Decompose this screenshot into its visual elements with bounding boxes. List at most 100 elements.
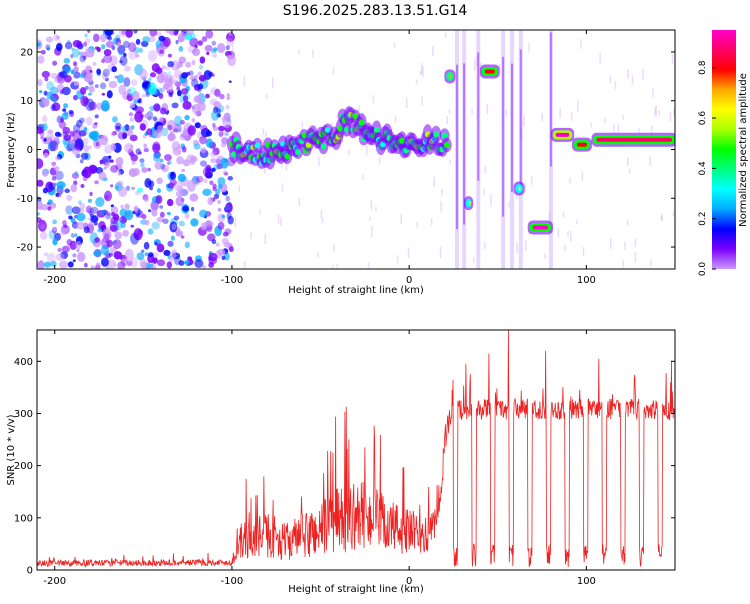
spectrogram-noise-cell xyxy=(177,173,186,183)
spectrogram-signal-point xyxy=(399,137,405,144)
spectrogram-noise-cell xyxy=(610,238,612,249)
spectrogram-noise-cell xyxy=(225,104,230,110)
spectrogram-noise-cell xyxy=(582,247,585,257)
spectrogram-noise-cell xyxy=(133,205,139,213)
spectrogram-noise-cell xyxy=(223,241,230,248)
spectrogram-noise-cell xyxy=(393,42,396,48)
spectrogram-noise-cell xyxy=(71,48,80,58)
spectrogram-noise-cell xyxy=(191,118,196,123)
spectrogram-noise-cell xyxy=(157,125,164,131)
spectrogram-noise-cell xyxy=(50,104,56,112)
spectrogram-noise-cell xyxy=(79,159,84,164)
spectrogram-noise-cell xyxy=(152,143,161,154)
spectrogram-noise-cell xyxy=(162,168,168,173)
spectrogram-noise-cell xyxy=(301,122,304,132)
spectrogram-noise-cell xyxy=(155,67,163,75)
spectrogram-noise-cell xyxy=(110,143,117,151)
spectrogram-noise-cell xyxy=(508,201,510,208)
spectrogram-noise-cell xyxy=(76,212,86,222)
spectrogram-segment-core xyxy=(484,69,495,74)
spectrogram-noise-cell xyxy=(112,239,122,250)
spectrogram-noise-cell xyxy=(212,53,217,58)
spectrogram-noise-cell xyxy=(449,159,451,165)
spectrogram-noise-cell xyxy=(147,209,152,213)
spectrogram-noise-cell xyxy=(416,222,418,228)
spectrogram-noise-cell xyxy=(140,162,145,168)
spectrogram-noise-cell xyxy=(167,211,171,216)
spectrogram-noise-cell xyxy=(191,78,199,88)
spectrogram-noise-cell xyxy=(358,105,360,112)
spectrogram-noise-cell xyxy=(135,234,140,239)
spectrogram-noise-cell xyxy=(172,79,179,85)
spectrogram-noise-cell xyxy=(106,90,113,99)
spectrogram-noise-cell xyxy=(60,227,67,236)
spectrogram-noise-cell xyxy=(63,103,68,109)
spectrogram-noise-cell xyxy=(626,219,629,227)
spectrogram-x-ticks: -200 -100 0 100 xyxy=(43,30,596,286)
spectrogram-noise-cell xyxy=(159,205,164,209)
spectrogram-noise-cell xyxy=(48,182,56,190)
spectrogram-noise-cell xyxy=(110,131,116,137)
spectrogram-noise-cell xyxy=(130,79,138,86)
spectrogram-noise-cell xyxy=(200,222,208,231)
spectrogram-noise-cell xyxy=(63,139,72,150)
figure-title: S196.2025.283.13.51.G14 xyxy=(283,3,468,19)
spectrogram-noise-cell xyxy=(94,122,98,126)
spectrogram-noise-cell xyxy=(117,171,121,176)
spectrogram-noise-cell xyxy=(208,252,218,262)
spectrogram-noise-cell xyxy=(95,141,100,147)
spectrogram-noise-cell xyxy=(52,219,57,225)
spectrogram-noise-cell xyxy=(187,45,197,54)
spectrogram-noise-cell xyxy=(118,30,128,37)
spectrogram-noise-cell xyxy=(271,76,274,89)
spectrogram-noise-cell xyxy=(174,81,182,87)
spectrogram-noise-cell xyxy=(102,68,110,77)
spectrogram-noise-cell xyxy=(122,125,127,132)
spectrogram-noise-cell xyxy=(104,30,114,36)
spectrogram-noise-cell xyxy=(220,142,227,148)
snr-series-line xyxy=(37,330,675,568)
spectrogram-noise-cell xyxy=(221,137,229,145)
spectrogram-noise-cell xyxy=(557,228,560,238)
spectrogram-noise-cell xyxy=(577,100,579,112)
spectrogram-noise-cell xyxy=(170,171,175,177)
spectrogram-x-tick-label: -200 xyxy=(43,275,66,286)
spectrogram-noise-cell xyxy=(46,47,51,51)
spectrogram-noise-cell xyxy=(172,146,182,156)
spectrogram-noise-cell xyxy=(141,79,151,91)
spectrogram-noise-cell xyxy=(67,261,74,268)
spectrogram-noise-cell xyxy=(483,188,485,196)
spectrogram-noise-cell xyxy=(68,109,74,115)
spectrogram-segment-core xyxy=(449,74,452,79)
spectrogram-noise-cell xyxy=(72,124,81,134)
spectrogram-noise-cell xyxy=(217,200,221,204)
spectrogram-noise-cell xyxy=(105,161,111,168)
spectrogram-noise-cell xyxy=(544,253,546,259)
spectrogram-noise-cell xyxy=(217,208,222,212)
spectrogram-noise-cell xyxy=(186,179,196,192)
spectrogram-noise-cell xyxy=(433,176,435,187)
snr-plot-area xyxy=(37,330,675,570)
spectrogram-noise-cell xyxy=(201,36,208,42)
spectrogram-noise-cell xyxy=(94,84,99,88)
spectrogram-noise-cell xyxy=(132,167,140,176)
spectrogram-noise-cell xyxy=(209,151,217,158)
snr-x-tick-label: 100 xyxy=(577,576,596,587)
spectrogram-noise-cell xyxy=(189,75,195,81)
spectrogram-noise-cell xyxy=(139,123,146,131)
spectrogram-noise-cell xyxy=(180,235,185,239)
spectrogram-noise-cell xyxy=(184,114,190,121)
spectrogram-noise-cell xyxy=(590,122,593,128)
spectrogram-noise-cell xyxy=(170,131,174,135)
spectrogram-noise-cell xyxy=(650,259,652,267)
spectrogram-noise-cell xyxy=(79,55,86,63)
spectrogram-segment-core xyxy=(596,137,672,142)
spectrogram-noise-cell xyxy=(119,55,128,66)
spectrogram-noise-cell xyxy=(124,143,134,154)
spectrogram-noise-cell xyxy=(218,131,224,137)
spectrogram-noise-cell xyxy=(61,112,69,120)
spectrogram-noise-cell xyxy=(99,82,107,90)
spectrogram-noise-cell xyxy=(148,77,152,82)
spectrogram-noise-cell xyxy=(123,65,131,72)
spectrogram-noise-cell xyxy=(182,205,189,212)
